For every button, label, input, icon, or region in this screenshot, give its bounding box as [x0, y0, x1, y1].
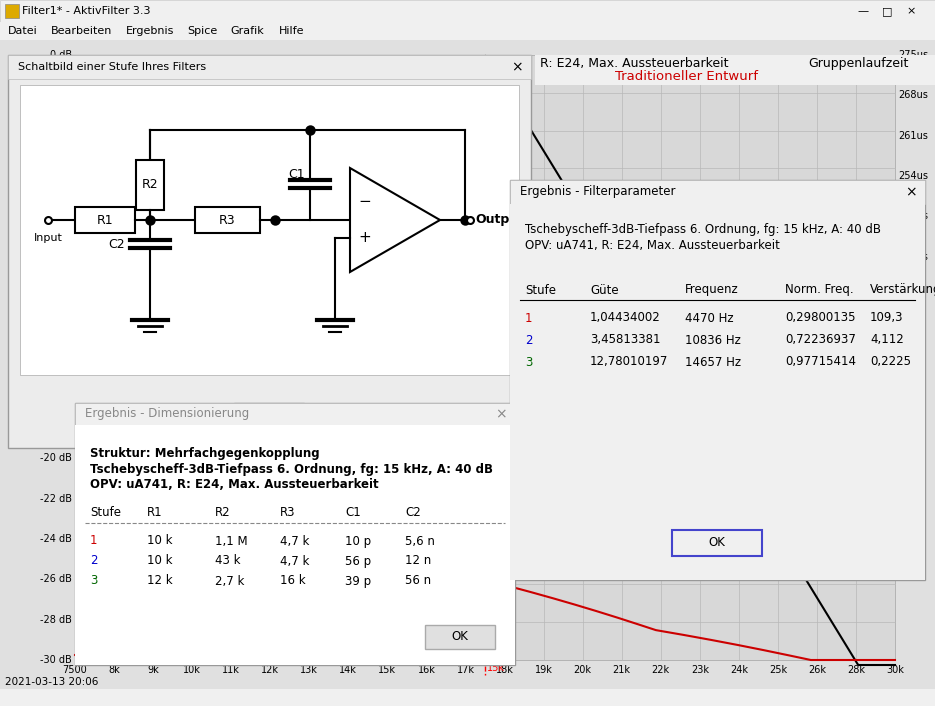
FancyBboxPatch shape	[195, 207, 260, 233]
Text: 9k: 9k	[147, 665, 159, 675]
Text: OPV: uA741, R: E24, Max. Aussteuerbarkeit: OPV: uA741, R: E24, Max. Aussteuerbarkei…	[90, 479, 379, 491]
Text: 14k: 14k	[339, 665, 357, 675]
Text: 39 p: 39 p	[345, 575, 371, 587]
Text: R3: R3	[219, 213, 236, 227]
Text: 15k: 15k	[487, 663, 505, 673]
Text: 5,6 n: 5,6 n	[405, 534, 435, 547]
Text: 18k: 18k	[496, 665, 513, 675]
Text: R2: R2	[215, 506, 231, 520]
Text: Struktur: Mehrfachgegenkopplung: Struktur: Mehrfachgegenkopplung	[90, 446, 320, 460]
Text: 2,7 k: 2,7 k	[215, 575, 244, 587]
Text: R1: R1	[96, 213, 113, 227]
Text: 23k: 23k	[691, 665, 709, 675]
Text: 30k: 30k	[886, 665, 904, 675]
FancyBboxPatch shape	[75, 425, 515, 665]
FancyBboxPatch shape	[510, 180, 925, 204]
Text: 20k: 20k	[573, 665, 592, 675]
Text: Tschebyscheff-3dB-Tiefpass 6. Ordnung, fg: 15 kHz, A: 40 dB: Tschebyscheff-3dB-Tiefpass 6. Ordnung, f…	[525, 224, 881, 237]
FancyBboxPatch shape	[20, 85, 519, 375]
Text: 12k: 12k	[261, 665, 280, 675]
Text: Stufe: Stufe	[525, 284, 556, 297]
Text: Verstärkung: Verstärkung	[870, 284, 935, 297]
Text: C1: C1	[345, 506, 361, 520]
FancyBboxPatch shape	[75, 403, 515, 665]
Text: -16 dB: -16 dB	[40, 373, 72, 383]
Text: R1: R1	[147, 506, 163, 520]
Text: -10 dB: -10 dB	[40, 251, 72, 262]
Text: Gruppenlaufzeit: Gruppenlaufzeit	[808, 56, 909, 69]
Text: 8k: 8k	[108, 665, 120, 675]
Text: 12 n: 12 n	[405, 554, 431, 568]
Text: -6 dB: -6 dB	[47, 171, 72, 181]
Text: 0,2225: 0,2225	[870, 356, 911, 369]
Text: -18 dB: -18 dB	[40, 413, 72, 423]
FancyBboxPatch shape	[425, 625, 495, 649]
Text: 21k: 21k	[612, 665, 631, 675]
Text: 28k: 28k	[847, 665, 865, 675]
Text: 261us: 261us	[898, 131, 928, 140]
Text: 239us: 239us	[898, 251, 928, 262]
Text: 1: 1	[525, 311, 533, 325]
FancyBboxPatch shape	[136, 160, 164, 210]
FancyBboxPatch shape	[535, 55, 935, 85]
FancyBboxPatch shape	[75, 55, 895, 660]
Text: Norm. Freq.: Norm. Freq.	[785, 284, 854, 297]
Text: Bearbeiten: Bearbeiten	[50, 26, 112, 36]
FancyBboxPatch shape	[510, 204, 925, 580]
Text: ×: ×	[511, 60, 523, 74]
Text: -30 dB: -30 dB	[40, 655, 72, 665]
Text: R2: R2	[142, 179, 158, 191]
Text: 254us: 254us	[898, 171, 928, 181]
Text: OK: OK	[452, 630, 468, 643]
Text: Hilfe: Hilfe	[279, 26, 305, 36]
Text: C2: C2	[405, 506, 421, 520]
Text: 26k: 26k	[808, 665, 826, 675]
Text: 17k: 17k	[456, 665, 474, 675]
Text: Güte: Güte	[590, 284, 619, 297]
Text: 4470 Hz: 4470 Hz	[685, 311, 734, 325]
Text: Input: Input	[34, 233, 63, 243]
Text: 3: 3	[90, 575, 97, 587]
Text: -24 dB: -24 dB	[40, 534, 72, 544]
Text: 16 k: 16 k	[280, 575, 306, 587]
Text: 247us: 247us	[898, 211, 928, 222]
Text: Filter1* - AktivFilter 3.3: Filter1* - AktivFilter 3.3	[22, 6, 151, 16]
Text: OK: OK	[709, 537, 726, 549]
Text: Tschebyscheff-3dB-Tiefpass 6. Ordnung, fg: 15 kHz, A: 40 dB: Tschebyscheff-3dB-Tiefpass 6. Ordnung, f…	[90, 462, 493, 476]
Text: 1,04434002: 1,04434002	[590, 311, 661, 325]
Text: OPV: uA741, R: E24, Max. Aussteuerbarkeit: OPV: uA741, R: E24, Max. Aussteuerbarkei…	[525, 239, 780, 253]
Text: 0 dB: 0 dB	[50, 50, 72, 60]
Text: 22k: 22k	[652, 665, 669, 675]
FancyBboxPatch shape	[0, 0, 935, 22]
Text: +: +	[358, 230, 371, 246]
Text: -28 dB: -28 dB	[40, 615, 72, 625]
Text: 268us: 268us	[898, 90, 928, 100]
Text: 1: 1	[90, 534, 97, 547]
Text: —: —	[857, 6, 869, 16]
FancyBboxPatch shape	[8, 55, 531, 448]
Text: 10 p: 10 p	[345, 534, 371, 547]
Text: ×: ×	[906, 6, 915, 16]
Text: Gruppenlaufzeit: Gruppenlaufzeit	[800, 59, 900, 71]
Text: Ergebnis: Ergebnis	[125, 26, 174, 36]
Text: -4 dB: -4 dB	[47, 131, 72, 140]
Text: 4,112: 4,112	[870, 333, 904, 347]
Text: 2021-03-13 20:06: 2021-03-13 20:06	[5, 677, 98, 687]
Text: -2 dB: -2 dB	[46, 90, 72, 100]
Text: 275us: 275us	[898, 50, 928, 60]
Text: R: E24, Max. Aussteuerbarkeit: R: E24, Max. Aussteuerbarkeit	[540, 56, 728, 69]
FancyBboxPatch shape	[8, 55, 531, 79]
Text: 4,7 k: 4,7 k	[280, 554, 309, 568]
Text: 24k: 24k	[730, 665, 748, 675]
Text: 7500: 7500	[63, 665, 87, 675]
Text: 10836 Hz: 10836 Hz	[685, 333, 741, 347]
Text: 12,78010197: 12,78010197	[590, 356, 669, 369]
Text: Datei: Datei	[8, 26, 37, 36]
Text: OK: OK	[261, 409, 278, 421]
Text: 2: 2	[525, 333, 533, 347]
Text: R: E24, Max. Aussteuerbarkeit: R: E24, Max. Aussteuerbarkeit	[537, 59, 726, 71]
Text: 10k: 10k	[183, 665, 201, 675]
FancyBboxPatch shape	[672, 530, 762, 556]
Text: 3: 3	[525, 356, 532, 369]
